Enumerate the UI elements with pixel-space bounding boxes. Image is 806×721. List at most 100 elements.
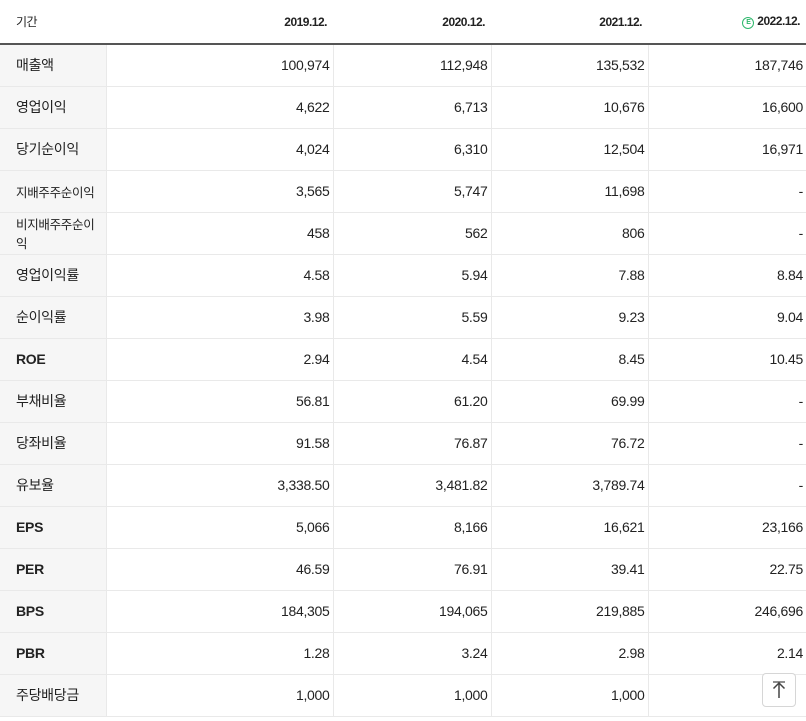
table-cell: 56.81 [105,379,333,423]
table-cell: 76.72 [490,422,648,465]
table-cell: 194,065 [332,590,491,633]
estimate-icon: E [742,17,755,29]
table-row: EPS 5,066 8,166 16,621 23,166 [0,505,806,549]
table-row: ROE 2.94 4.54 8.45 10.45 [0,338,806,381]
table-cell: 91.58 [105,422,333,465]
table-cell: 12,504 [490,128,648,171]
table-cell: 76.91 [332,548,491,591]
table-row: 비지배주주순이익 458 562 806 - [0,212,806,255]
row-label: 영업이익 [0,86,106,129]
row-label: 부채비율 [0,379,106,423]
table-cell: 76.87 [332,422,491,465]
row-label: 주당배당금 [0,673,106,717]
table-cell: 135,532 [490,44,648,87]
table-cell: 2.98 [490,632,648,675]
table-cell: 3.98 [105,296,333,339]
table-cell: 39.41 [490,548,648,591]
table-cell: 9.23 [490,296,648,339]
table-cell: 3,338.50 [105,464,333,507]
table-header-row: 기간 2019.12. 2020.12. 2021.12. E 2022.12. [0,0,806,45]
table-cell: 6,713 [332,86,491,129]
table-cell: 5,747 [332,170,491,213]
row-label: EPS [0,505,106,549]
row-label: 비지배주주순이익 [0,212,106,255]
row-label: 매출액 [0,44,106,87]
table-cell: 1,000 [332,673,491,717]
row-label: 당기순이익 [0,128,106,171]
table-row: 매출액 100,974 112,948 135,532 187,746 [0,44,806,87]
table-row: 당기순이익 4,024 6,310 12,504 16,971 [0,128,806,171]
table-cell: 3,565 [105,170,333,213]
table-row: 순이익률 3.98 5.59 9.23 9.04 [0,296,806,339]
arrow-up-icon [772,681,786,698]
table-cell: 23,166 [647,505,806,549]
table-cell: 3,789.74 [490,464,648,507]
table-row: 지배주주순이익 3,565 5,747 11,698 - [0,170,806,213]
table-row: 영업이익 4,622 6,713 10,676 16,600 [0,86,806,129]
table-cell: 3.24 [332,632,491,675]
table-cell: 562 [332,212,491,255]
table-cell: 2.14 [647,632,806,675]
table-cell: - [647,379,806,423]
scroll-top-button[interactable] [762,673,796,707]
table-cell: 246,696 [647,590,806,633]
table-cell: 6,310 [332,128,491,171]
table-cell: 112,948 [332,44,491,87]
table-cell: 5.59 [332,296,491,339]
period-header: 2019.12. [106,0,333,45]
table-cell: 11,698 [490,170,648,213]
period-header-label: 2022.12. [757,14,800,28]
row-label: 영업이익률 [0,253,106,297]
table-cell: 4,024 [105,128,333,171]
table-row: BPS 184,305 194,065 219,885 246,696 [0,590,806,633]
table-cell: 1.28 [105,632,333,675]
table-cell: 9.04 [647,296,806,339]
table-cell: 4.58 [105,253,333,297]
table-cell: 8,166 [332,505,491,549]
table-cell: 8.84 [647,253,806,297]
table-cell: 22.75 [647,548,806,591]
row-label: ROE [0,338,106,381]
period-header-label: 기간 [0,0,106,45]
table-cell: 10,676 [490,86,648,129]
period-header: 2021.12. [491,0,648,45]
row-label: PBR [0,632,106,675]
table-cell: - [647,170,806,213]
row-label: 지배주주순이익 [0,170,106,213]
table-cell: 5,066 [105,505,333,549]
table-cell: 16,971 [647,128,806,171]
table-cell: 219,885 [490,590,648,633]
table-cell: 8.45 [490,338,648,381]
table-cell: 5.94 [332,253,491,297]
row-label: PER [0,548,106,591]
table-cell: 806 [490,212,648,255]
table-cell: 10.45 [647,338,806,381]
period-header: 2020.12. [333,0,491,45]
table-row: PBR 1.28 3.24 2.98 2.14 [0,632,806,675]
table-row: 영업이익률 4.58 5.94 7.88 8.84 [0,253,806,297]
row-label: 당좌비율 [0,422,106,465]
period-header-estimate: E 2022.12. [648,0,806,45]
table-cell: 69.99 [490,379,648,423]
table-cell: 458 [105,212,333,255]
table-cell: 4,622 [105,86,333,129]
table-cell: 7.88 [490,253,648,297]
table-row: 당좌비율 91.58 76.87 76.72 - [0,422,806,465]
table-cell: - [647,464,806,507]
table-cell: 187,746 [647,44,806,87]
table-cell: 184,305 [105,590,333,633]
table-cell: 16,600 [647,86,806,129]
table-cell: 46.59 [105,548,333,591]
table-cell: 1,000 [105,673,333,717]
table-cell: 2.94 [105,338,333,381]
table-row: 부채비율 56.81 61.20 69.99 - [0,379,806,423]
table-cell: 100,974 [105,44,333,87]
row-label: 순이익률 [0,296,106,339]
row-label: 유보율 [0,464,106,507]
table-cell: 16,621 [490,505,648,549]
table-row: 유보율 3,338.50 3,481.82 3,789.74 - [0,464,806,507]
table-cell: 1,000 [490,673,648,717]
row-label: BPS [0,590,106,633]
table-cell: - [647,212,806,255]
